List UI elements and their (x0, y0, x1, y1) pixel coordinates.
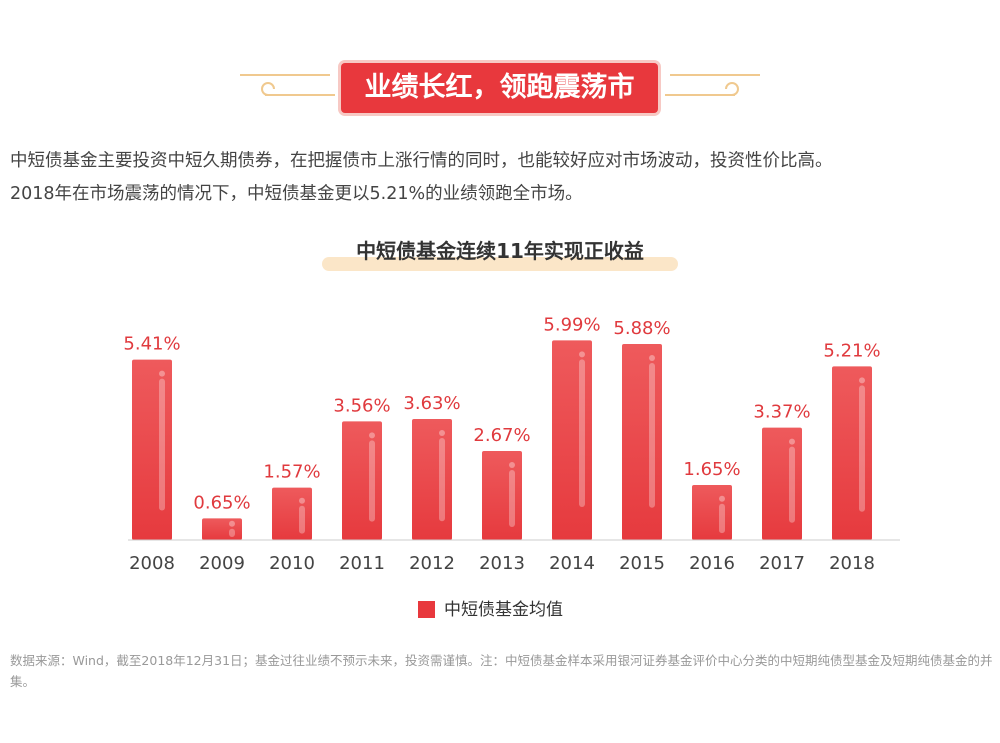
bar-highlight-dot-2015 (649, 355, 655, 361)
banner-title: 业绩长红，领跑震荡市 (341, 63, 658, 113)
bar-2015 (622, 344, 662, 540)
legend-label: 中短债基金均值 (444, 600, 563, 620)
intro-line-2: 2018年在市场震荡的情况下，中短债基金更以5.21%的业绩领跑全市场。 (10, 184, 583, 204)
value-label-2011: 3.56% (333, 395, 390, 416)
bar-chart: 5.41% 0.65% 1.57% 3.56% 3.63% 2.67% 5.99% 5.88%… (123, 314, 900, 574)
x-tick-label-2015: 2015 (619, 553, 665, 574)
value-label-2010: 1.57% (263, 462, 320, 483)
bar-highlight-dot-2009 (229, 520, 235, 527)
bar-highlight-dot-2014 (579, 351, 585, 358)
x-tick-label-2013: 2013 (479, 553, 525, 574)
bar-highlight-dot-2013 (509, 462, 515, 468)
bar-2011 (342, 421, 382, 540)
value-label-2009: 0.65% (193, 492, 250, 513)
legend-swatch (418, 601, 435, 618)
bar-highlight-dot-2018 (859, 377, 865, 384)
x-tick-label-2010: 2010 (269, 553, 315, 574)
value-label-2008: 5.41% (123, 334, 180, 355)
bar-2008 (132, 359, 172, 540)
value-label-2015: 5.88% (613, 318, 670, 339)
value-label-2017: 3.37% (753, 402, 810, 423)
banner: 业绩长红，领跑震荡市 (0, 55, 1000, 115)
value-label-2012: 3.63% (403, 393, 460, 414)
value-label-2014: 5.99% (543, 314, 600, 335)
bar-2018 (832, 366, 872, 540)
footnote: 数据来源：Wind，截至2018年12月31日；基金过往业绩不预示未来，投资需谨… (10, 653, 993, 689)
chart-title-highlight (322, 257, 678, 271)
bar-2013 (482, 451, 522, 540)
bar-highlight-dot-2017 (789, 438, 795, 445)
value-label-2018: 5.21% (823, 340, 880, 361)
value-label-2013: 2.67% (473, 425, 530, 446)
bar-2009 (202, 518, 242, 540)
chart-title: 中短债基金连续11年实现正收益 (356, 239, 644, 263)
bar-2012 (412, 419, 452, 540)
bar-highlight-dot-2016 (719, 495, 725, 502)
intro-text: 中短债基金主要投资中短久期债券，在把握债市上涨行情的同时，也能较好应对市场波动，… (10, 145, 995, 211)
x-tick-label-2012: 2012 (409, 553, 455, 574)
bar-highlight-dot-2010 (299, 497, 305, 504)
bar-2017 (762, 427, 802, 540)
bar-2014 (552, 340, 592, 540)
left-cloud-decoration (240, 74, 760, 96)
bar-highlight-dot-2012 (439, 430, 445, 436)
chart-title-block: 中短债基金连续11年实现正收益 (322, 235, 678, 275)
x-tick-label-2009: 2009 (199, 553, 245, 574)
x-tick-label-2014: 2014 (549, 553, 595, 574)
bar-highlight-dot-2011 (369, 432, 375, 439)
x-tick-label-2008: 2008 (129, 553, 175, 574)
bar-2016 (692, 485, 732, 540)
intro-line-1: 中短债基金主要投资中短久期债券，在把握债市上涨行情的同时，也能较好应对市场波动，… (10, 151, 833, 171)
x-tick-label-2011: 2011 (339, 553, 385, 574)
x-tick-label-2016: 2016 (689, 553, 735, 574)
x-tick-label-2018: 2018 (829, 553, 875, 574)
bar-highlight-dot-2008 (159, 370, 165, 377)
bar-2010 (272, 487, 312, 540)
value-label-2016: 1.65% (683, 459, 740, 480)
x-tick-label-2017: 2017 (759, 553, 805, 574)
